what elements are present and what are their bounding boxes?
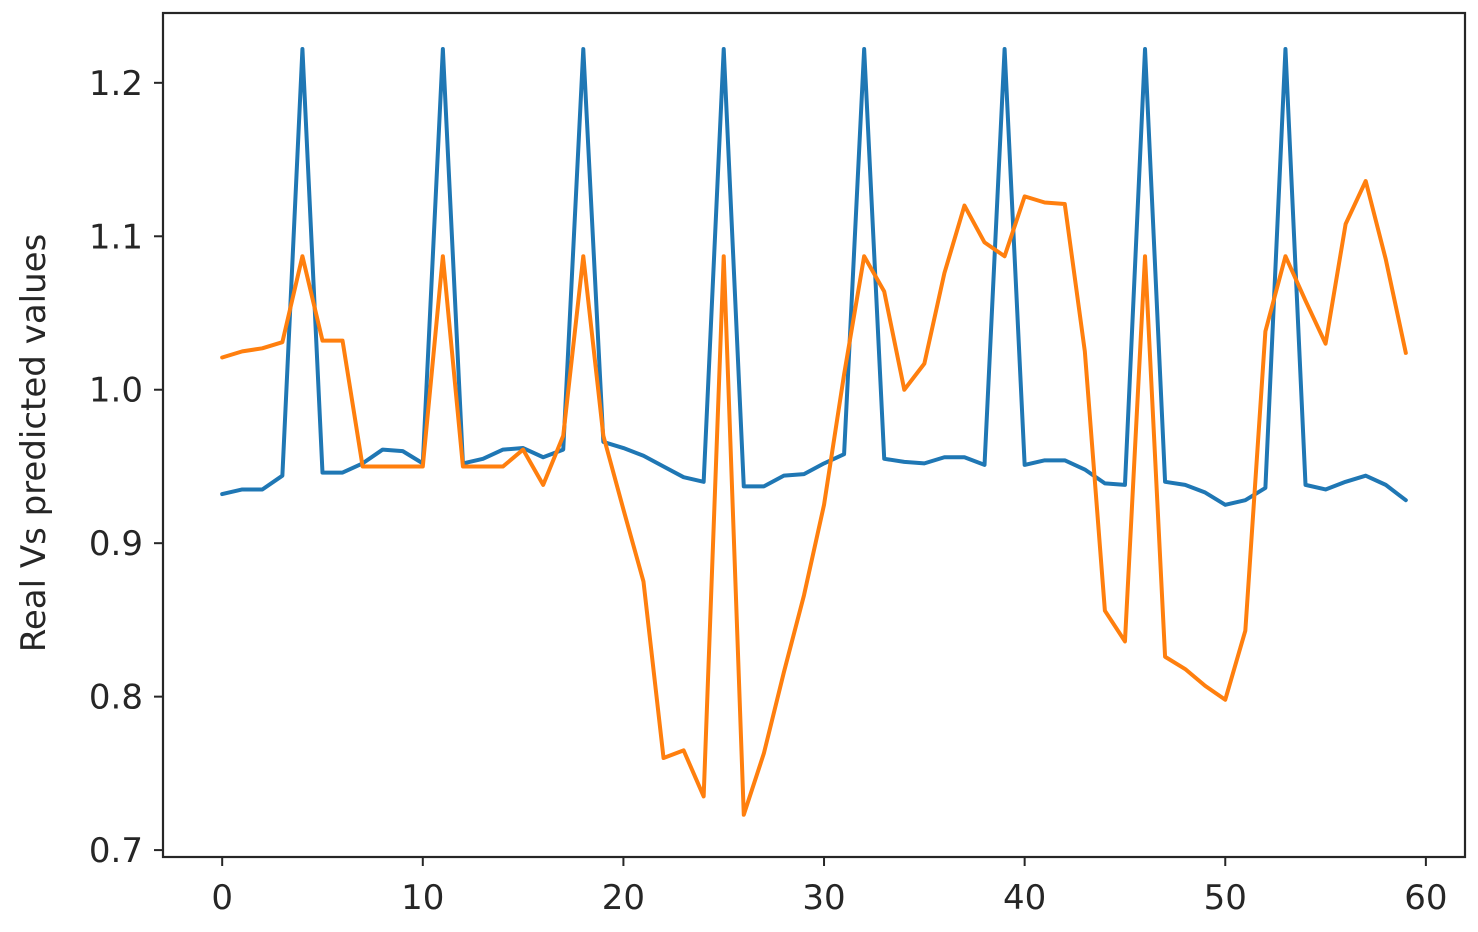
series-line-1 xyxy=(220,47,1408,507)
series-layer xyxy=(220,47,1408,817)
x-tick-label: 40 xyxy=(1003,878,1046,918)
y-tick-label: 0.7 xyxy=(89,831,143,871)
x-tick-label: 20 xyxy=(602,878,645,918)
y-tick-label: 0.8 xyxy=(89,678,143,718)
plot-frame xyxy=(161,11,1467,859)
x-tick-label: 60 xyxy=(1404,878,1447,918)
x-tick-label: 50 xyxy=(1204,878,1247,918)
y-axis-label: Real Vs predicted values xyxy=(14,234,54,653)
series-line-2 xyxy=(220,179,1408,817)
x-tick-label: 0 xyxy=(211,878,233,918)
x-tick-label: 30 xyxy=(802,878,845,918)
y-tick-label: 1.0 xyxy=(89,371,143,411)
y-tick-label: 1.2 xyxy=(89,64,143,104)
x-tick-label: 10 xyxy=(401,878,444,918)
y-tick-label: 1.1 xyxy=(89,217,143,257)
ticks-layer: 0 10 20 30 40 50 60 0.7 0.8 0.9 1.0 1.1 1.2 xyxy=(89,64,1448,918)
y-tick-label: 0.9 xyxy=(89,524,143,564)
